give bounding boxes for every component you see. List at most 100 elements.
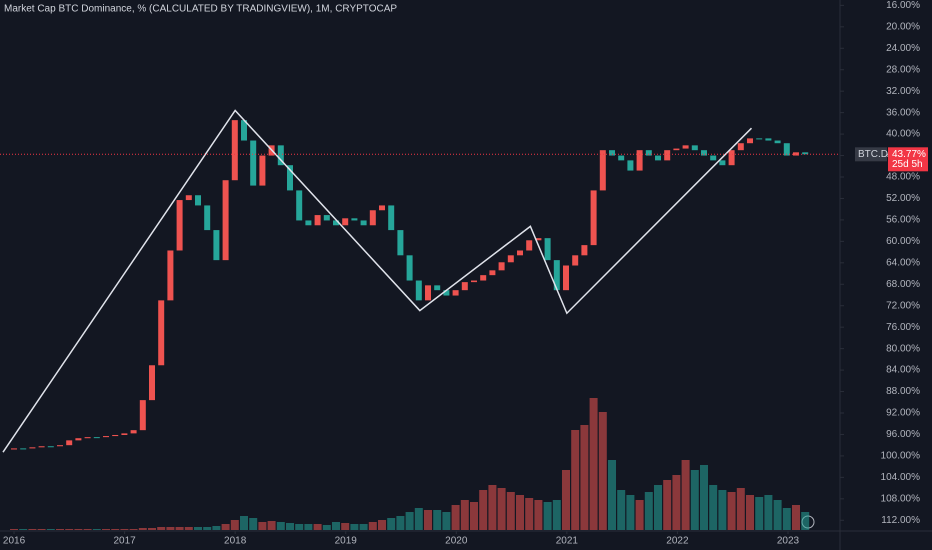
volume-bar [470,502,478,530]
candle-body [241,120,247,141]
volume-bar [690,470,699,530]
candle-body [609,150,615,156]
candle-body [636,150,643,171]
candle-body [765,138,772,141]
y-tick-label: 52.00% [886,193,920,204]
volume-bar [700,465,708,530]
candle-body [149,365,155,401]
volume-bar [286,523,294,530]
candle-body [443,290,450,296]
volume-bar [433,510,442,530]
candle-body [691,145,698,151]
volume-bar [332,522,340,530]
symbol-tag [855,147,887,162]
x-tick-label: 2021 [556,536,579,547]
volume-bar [552,500,561,530]
candle-body [29,447,36,449]
candle-body [737,143,744,151]
volume-bar [654,485,662,530]
candle-body [682,145,689,149]
candle-body [498,262,505,271]
y-tick-label: 112.00% [881,515,920,526]
volume-bar [212,526,221,530]
candle-body [581,245,588,256]
volume-bar [782,508,791,530]
volume-bar [387,518,396,530]
candle-body [20,448,27,450]
volume-bar [102,529,110,530]
x-tick-label: 2023 [777,536,800,547]
volume-bar [138,528,147,530]
candle-body [517,250,523,256]
volume-bar [46,529,55,530]
volume-bar [562,470,570,530]
candle-body [176,200,183,251]
candle-body [645,150,652,156]
volume-bar [249,518,258,530]
x-tick-label: 2018 [224,536,247,547]
chart-title: Market Cap BTC Dominance, % (CALCULATED … [4,4,397,15]
candle-body [314,215,321,226]
candle-body [572,255,579,266]
volume-bar [755,497,764,530]
candle-body [627,160,634,171]
candle-body [710,155,717,161]
volume-bar [718,490,727,530]
volume-bar [598,412,607,530]
candle-body [259,155,266,186]
volume-bar [378,520,386,530]
volume-bar [580,425,589,530]
candle-body [802,152,809,155]
candle-body [112,434,119,437]
candle-body [213,230,220,261]
volume-bar [295,524,304,530]
y-tick-label: 80.00% [886,343,920,354]
candle-body [195,195,201,206]
candle-body [719,160,726,166]
volume-bar [626,495,635,530]
y-tick-label: 48.00% [886,172,920,183]
candle-body [507,255,514,263]
volume-bar [184,527,193,530]
volume-bar [74,529,83,530]
volume-bar [414,508,423,530]
volume-bar [322,525,331,530]
y-tick-label: 60.00% [886,236,920,247]
volume-bar [424,510,432,530]
y-tick-label: 100.00% [881,451,921,462]
volume-bar [460,500,469,530]
volume-bar [506,492,515,530]
candle-body [406,255,413,281]
volume-bar [175,527,184,530]
volume-bar [663,480,672,530]
candle-body [222,180,229,261]
volume-bar [792,505,800,530]
y-tick-label: 72.00% [886,300,920,311]
volume-bar [129,529,138,530]
y-tick-label: 104.00% [881,472,921,483]
candle-body [379,205,385,211]
volume-bar [368,522,377,530]
candle-body [66,440,73,446]
candle-body [388,205,395,231]
candle-body [489,270,496,276]
candle-body [287,165,293,191]
volume-bar [120,529,129,530]
candle-body [369,210,376,226]
volume-bar [451,505,460,530]
y-tick-label: 56.00% [886,215,920,226]
y-tick-label: 64.00% [886,257,920,268]
price-label: 43.77% [892,149,926,160]
candle-body [590,190,597,246]
x-tick-label: 2019 [335,536,358,547]
candle-body [535,238,542,241]
candle-body [323,215,330,221]
volume-bar [350,524,359,530]
volume-bar [773,500,782,530]
candle-body [673,148,680,151]
candle-body [756,138,763,140]
volume-bar [801,512,810,530]
candle-body [11,448,17,450]
volume-bar [37,529,46,530]
